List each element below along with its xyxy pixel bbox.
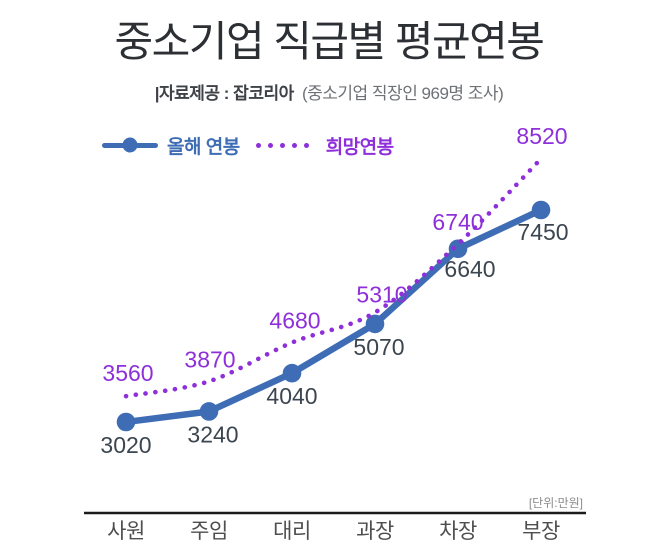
data-point-marker (365, 314, 385, 334)
current-salary-value-label: 6640 (444, 256, 495, 282)
current-salary-value-label: 3020 (100, 432, 151, 458)
desired-salary-value-label: 6740 (432, 209, 483, 235)
category-label: 차장 (439, 520, 477, 543)
category-label: 과장 (356, 520, 394, 543)
desired-salary-value-label: 3870 (184, 346, 235, 372)
chart-legend: 올해 연봉 희망연봉 (102, 134, 394, 158)
unit-label: [단위:만원] (529, 496, 583, 510)
desired-salary-value-label: 4680 (269, 308, 320, 334)
desired-salary-dotted-line (123, 156, 544, 399)
line-marker-dot-icon (122, 137, 138, 153)
current-salary-value-label: 5070 (353, 334, 404, 360)
legend-desired-salary-label: 희망연봉 (325, 136, 394, 158)
current-salary-value-label: 4040 (266, 383, 317, 409)
source-provider: |자료제공 : 잡코리아 (154, 84, 294, 103)
legend-current-salary-label: 올해 연봉 (167, 136, 240, 158)
current-salary-value-label: 3240 (187, 421, 238, 447)
data-point-marker (448, 239, 468, 259)
data-point-marker (531, 200, 551, 220)
data-point-marker (282, 363, 302, 383)
source-note: |자료제공 : 잡코리아 (중소기업 직장인 969명 조사) (0, 79, 658, 104)
source-survey-detail: (중소기업 직장인 969명 조사) (301, 84, 504, 103)
category-label: 사원 (107, 520, 145, 543)
desired-salary-value-label: 8520 (516, 123, 567, 149)
page-title: 중소기업 직급별 평균연봉 (114, 18, 545, 65)
solid-line-swatch-icon (102, 137, 158, 153)
data-point-marker (116, 412, 136, 432)
dotted-line-swatch-icon (255, 142, 316, 148)
category-label: 주임 (190, 520, 228, 543)
desired-salary-value-label: 3560 (102, 360, 153, 386)
desired-salary-value-label: 5310 (356, 281, 407, 307)
category-label: 부장 (522, 520, 560, 543)
current-salary-line (122, 206, 545, 426)
data-point-marker (199, 402, 219, 421)
category-label: 대리 (273, 520, 311, 543)
current-salary-value-label: 7450 (517, 219, 568, 245)
